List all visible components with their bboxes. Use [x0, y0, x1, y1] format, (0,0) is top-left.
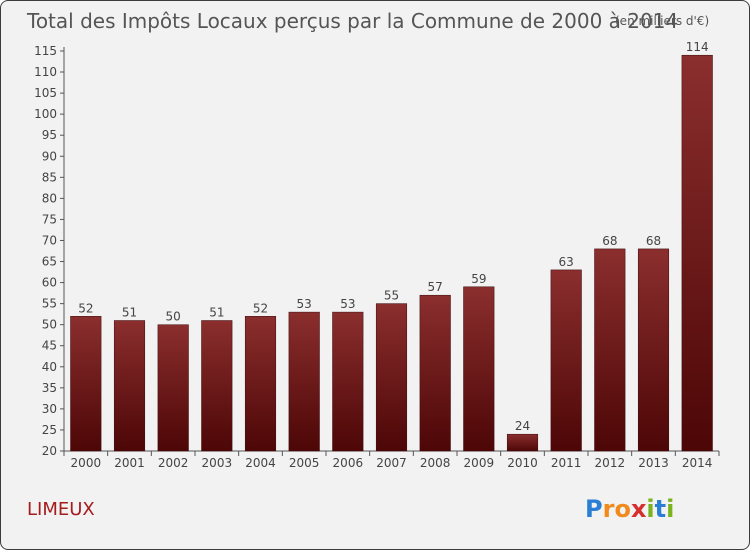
data-label-2002: 50: [166, 310, 181, 324]
logo-letter: t: [655, 495, 666, 523]
data-labels: 52 51 50 51 52 53 53 55 57 59 24 63 68 68 114: [78, 40, 708, 433]
data-label-2012: 68: [602, 234, 617, 248]
bar-2007: [375, 303, 408, 452]
y-tick-label: 35: [42, 381, 57, 395]
logo-letter: i: [666, 495, 674, 523]
bar-2014: [681, 54, 713, 452]
logo-letter: o: [614, 495, 631, 523]
x-tick-label-2006: 2006: [333, 456, 364, 470]
y-tick-label: 105: [34, 86, 57, 100]
x-tick-label-2009: 2009: [464, 456, 495, 470]
bar-2009: [463, 286, 495, 452]
bar-2000: [70, 316, 102, 452]
y-tick-label: 100: [34, 107, 57, 121]
logo-letter: x: [631, 495, 647, 523]
data-label-2006: 53: [340, 297, 355, 311]
x-tick-label-2003: 2003: [202, 456, 233, 470]
data-label-2004: 52: [253, 301, 268, 315]
logo-letter: r: [603, 495, 615, 523]
y-tick-label: 110: [34, 65, 57, 79]
logo-letter: i: [646, 495, 654, 523]
y-tick-label: 60: [42, 276, 57, 290]
x-tick-label-2001: 2001: [114, 456, 145, 470]
bars: [70, 54, 713, 452]
y-tick-label: 45: [42, 339, 57, 353]
commune-name: LIMEUX: [27, 499, 95, 520]
x-tick-label-2004: 2004: [245, 456, 276, 470]
bar-2006: [332, 311, 364, 452]
x-tick-label-2002: 2002: [158, 456, 189, 470]
data-label-2011: 63: [559, 255, 574, 269]
bar-2013: [637, 248, 670, 452]
data-label-2010: 24: [515, 419, 530, 433]
y-tick-label: 80: [42, 191, 57, 205]
x-tick-label-2013: 2013: [638, 456, 669, 470]
y-tick-label: 95: [42, 128, 57, 142]
bar-2010: [506, 433, 539, 452]
y-tick-label: 30: [42, 402, 57, 416]
data-label-2014: 114: [686, 40, 709, 54]
x-tick-label-2010: 2010: [507, 456, 538, 470]
y-tick-label: 75: [42, 212, 57, 226]
x-tick-label-2000: 2000: [71, 456, 102, 470]
y-tick-label: 20: [42, 444, 57, 458]
y-tick-label: 65: [42, 255, 57, 269]
data-label-2007: 55: [384, 289, 399, 303]
x-tick-label-2012: 2012: [595, 456, 626, 470]
y-tick-label: 115: [34, 44, 57, 58]
bar-2011: [550, 269, 582, 452]
bar-2008: [419, 294, 451, 452]
data-label-2005: 53: [297, 297, 312, 311]
data-label-2009: 59: [471, 272, 486, 286]
data-label-2001: 51: [122, 305, 137, 319]
bar-2005: [288, 311, 320, 452]
x-tick-label-2011: 2011: [551, 456, 582, 470]
x-axis: 2000 2001 2002 2003 2004 2005 2006 2007 2008 2009…: [63, 450, 720, 470]
bar-2003: [201, 320, 233, 452]
proxiti-logo: Proxiti: [585, 495, 674, 523]
x-tick-label-2005: 2005: [289, 456, 320, 470]
y-axis: 20 25 30 35 40 45 50 55 60 65 70 75 80 85 90 95 100 105 11…: [34, 44, 65, 458]
y-tick-label: 50: [42, 318, 57, 332]
chart-subtitle: (en milliers d'€): [615, 14, 709, 28]
y-tick-label: 40: [42, 360, 57, 374]
data-label-2000: 52: [78, 301, 93, 315]
bar-2004: [244, 316, 277, 452]
x-tick-label-2007: 2007: [376, 456, 407, 470]
bar-2012: [594, 248, 626, 452]
y-tick-label: 85: [42, 170, 57, 184]
y-tick-label: 25: [42, 423, 57, 437]
chart-title: Total des Impôts Locaux perçus par la Co…: [26, 9, 678, 33]
y-tick-label: 70: [42, 233, 57, 247]
y-tick-label: 90: [42, 149, 57, 163]
data-label-2013: 68: [646, 234, 661, 248]
x-tick-label-2008: 2008: [420, 456, 451, 470]
data-label-2008: 57: [428, 280, 443, 294]
bar-2001: [113, 320, 146, 452]
bar-2002: [157, 324, 189, 452]
y-tick-label: 55: [42, 297, 57, 311]
data-label-2003: 51: [209, 305, 224, 319]
x-tick-label-2014: 2014: [682, 456, 713, 470]
logo-letter: P: [585, 495, 603, 523]
